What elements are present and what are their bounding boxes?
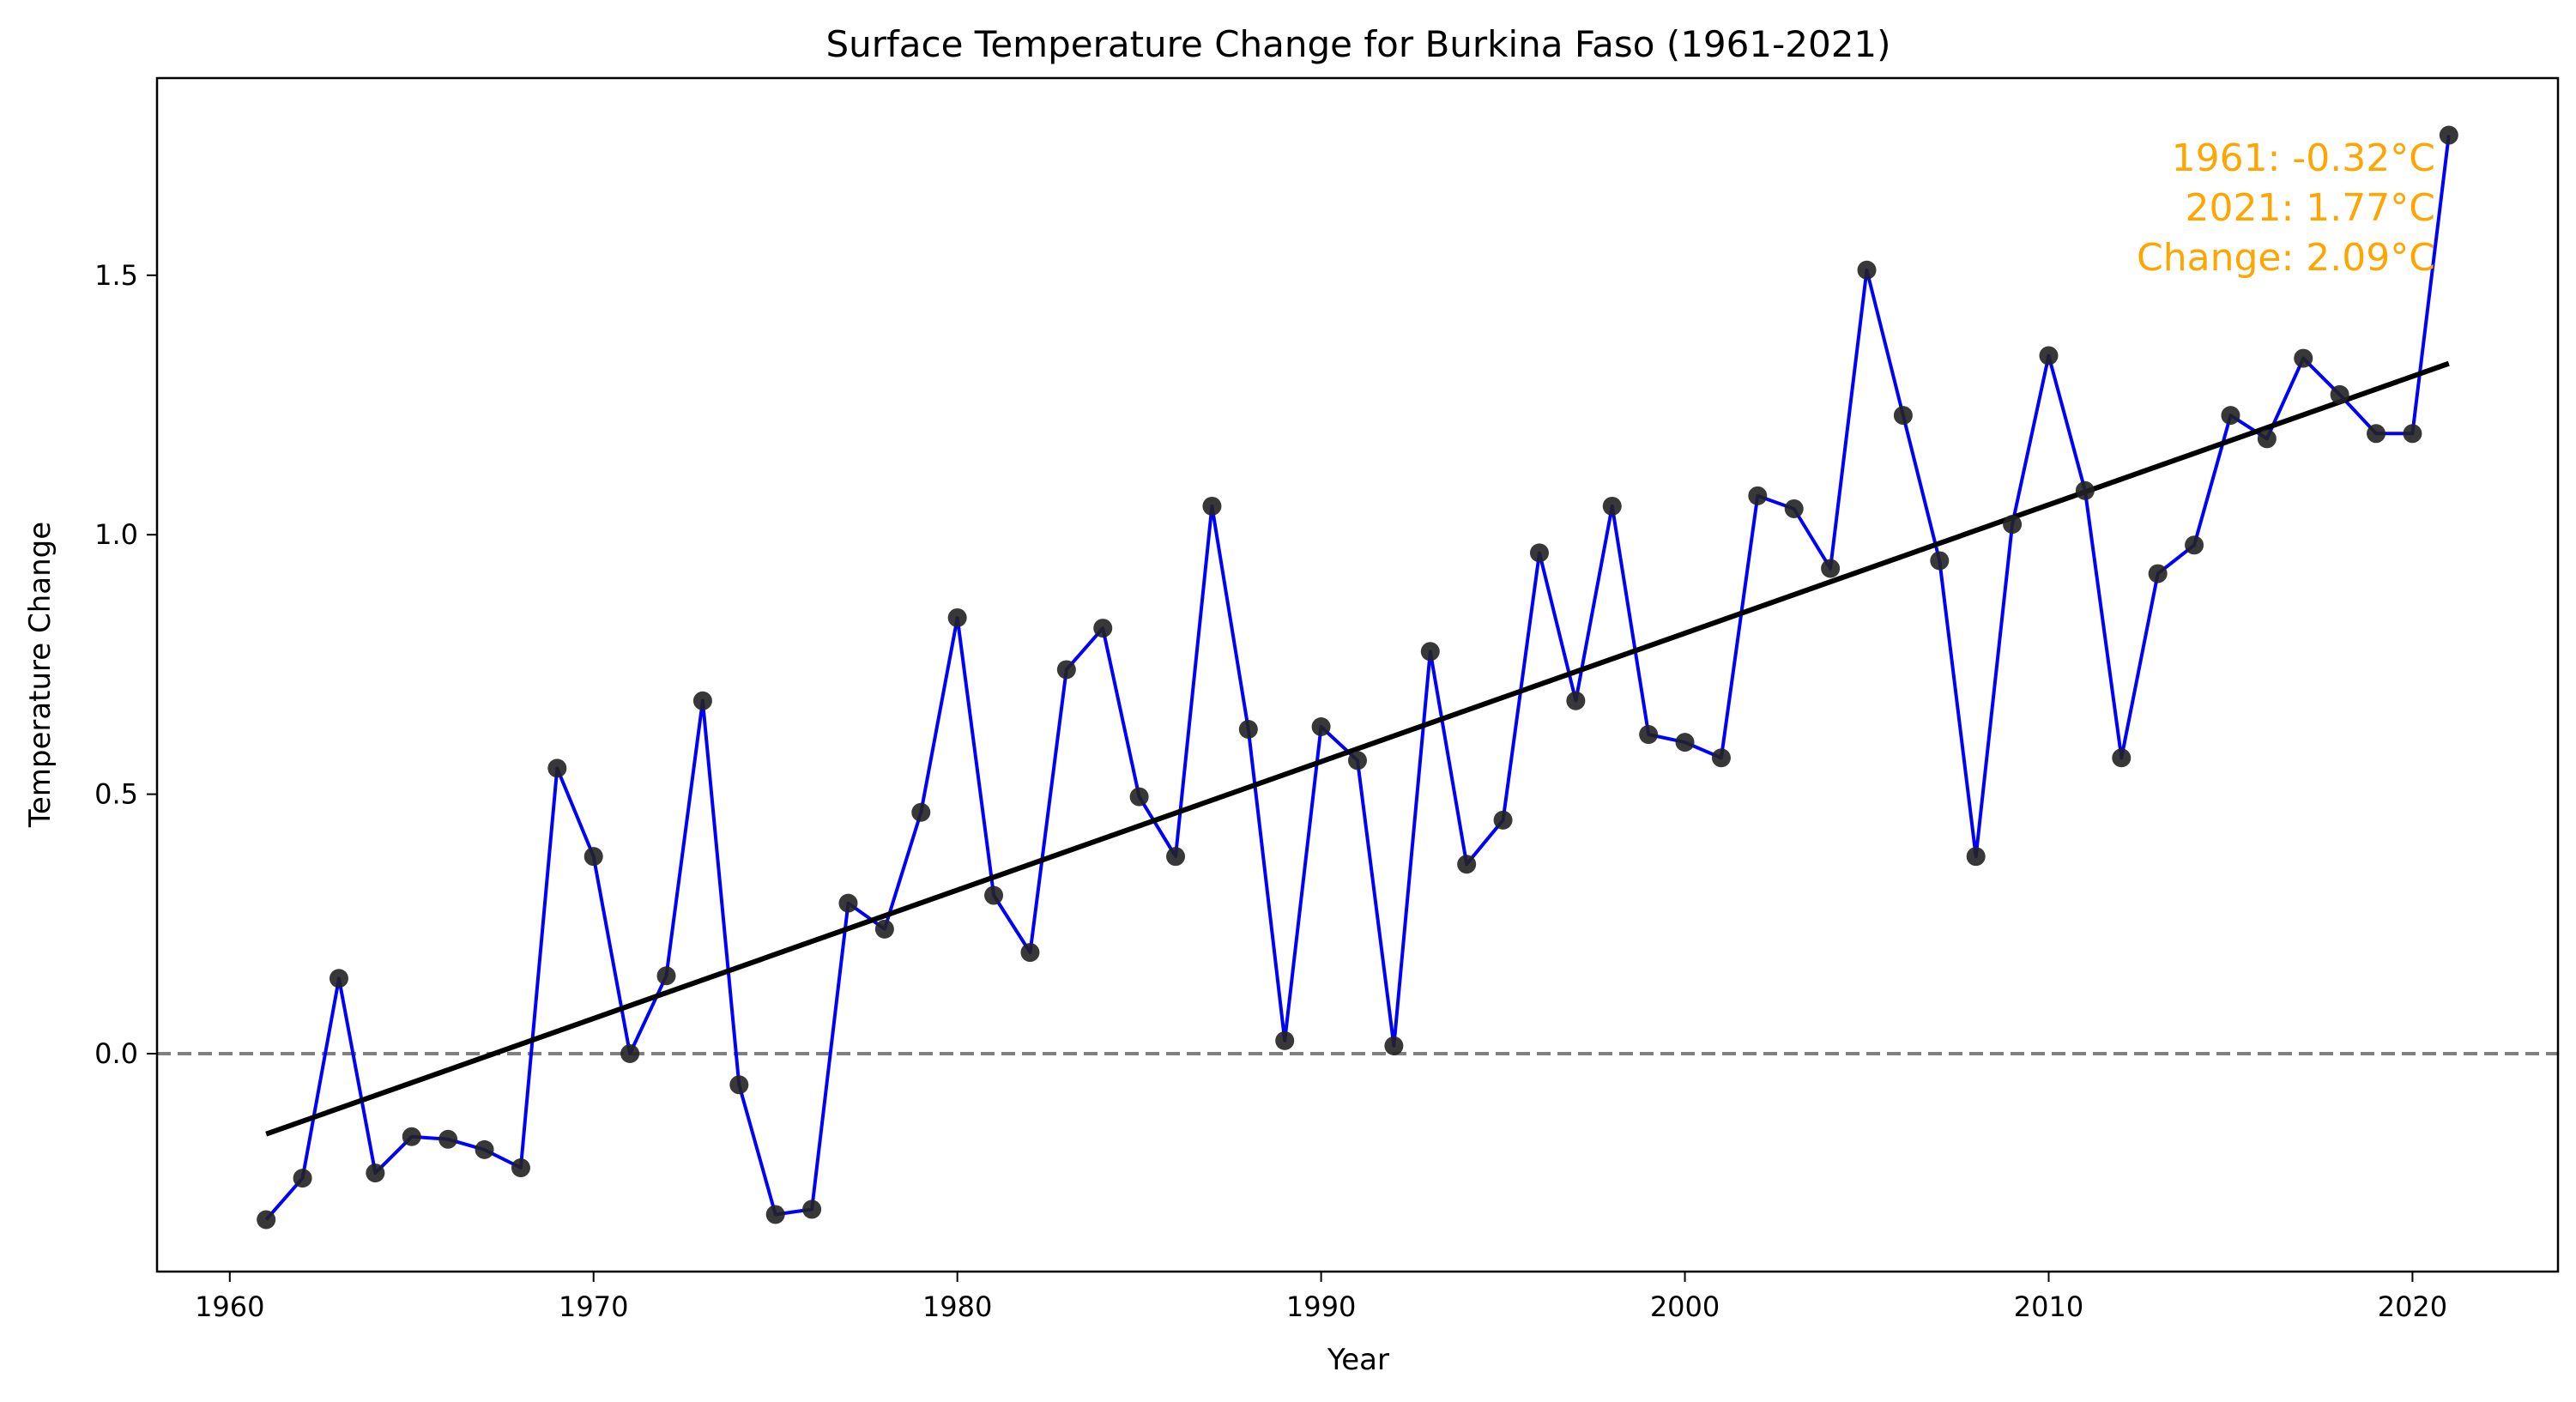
data-point-marker (1384, 1036, 1404, 1055)
data-point-marker (1602, 496, 1622, 516)
plot-area (157, 125, 2558, 1230)
data-point-marker (1457, 855, 1477, 874)
x-tick-label: 2020 (2378, 1290, 2447, 1323)
x-tick-label: 1980 (922, 1290, 992, 1323)
data-point-marker (911, 802, 931, 822)
data-point-marker (584, 847, 603, 867)
data-point-marker (1748, 486, 1768, 505)
data-point-marker (2039, 346, 2059, 366)
data-point-marker (475, 1139, 494, 1159)
data-point-marker (1966, 847, 1986, 867)
data-point-marker (1020, 943, 1040, 963)
annotation-line: Change: 2.09°C (2137, 236, 2435, 280)
data-point-marker (729, 1075, 749, 1095)
data-point-marker (366, 1163, 385, 1183)
data-point-marker (293, 1169, 312, 1188)
annotation-line: 2021: 1.77°C (2186, 186, 2435, 230)
y-tick-label: 0.0 (94, 1037, 138, 1070)
data-point-marker (1420, 642, 1440, 662)
data-point-marker (1711, 748, 1731, 768)
annotation-line: 1961: -0.32°C (2172, 136, 2435, 180)
data-point-marker (402, 1127, 421, 1146)
data-point-marker (1493, 810, 1513, 830)
x-tick-label: 1990 (1286, 1290, 1356, 1323)
data-point-marker (1529, 543, 1549, 563)
axes-frame (155, 76, 2560, 1273)
data-point-marker (2257, 429, 2277, 449)
data-point-marker (1893, 406, 1913, 426)
data-point-marker (1238, 720, 1258, 740)
data-point-marker (1639, 725, 1659, 745)
data-point-marker (765, 1205, 785, 1224)
data-point-marker (2367, 424, 2386, 444)
data-point-marker (1857, 260, 1877, 280)
data-point-marker (1821, 559, 1841, 578)
data-point-marker (1348, 751, 1367, 770)
data-point-marker (1166, 847, 1186, 867)
data-point-marker (656, 966, 676, 986)
data-point-marker (547, 758, 567, 778)
data-point-marker (2330, 384, 2349, 404)
data-point-marker (2003, 515, 2023, 535)
y-tick-label: 1.0 (94, 518, 138, 551)
data-point-marker (1675, 733, 1695, 752)
data-point-marker (257, 1210, 276, 1230)
data-point-marker (1202, 496, 1222, 516)
x-tick-label: 1960 (195, 1290, 264, 1323)
x-axis-label: Year (1327, 1343, 1389, 1377)
data-point-marker (438, 1129, 458, 1149)
data-point-marker (329, 969, 348, 988)
data-point-marker (984, 885, 1004, 905)
data-point-marker (2148, 564, 2168, 583)
data-point-marker (874, 919, 894, 939)
x-tick-label: 1970 (559, 1290, 628, 1323)
data-point-marker (620, 1043, 640, 1063)
data-point-marker (1311, 716, 1331, 736)
data-point-marker (1784, 499, 1804, 518)
y-axis-label: Temperature Change (23, 522, 57, 828)
data-point-marker (802, 1200, 822, 1219)
data-point-marker (2112, 748, 2132, 768)
data-point-marker (1566, 691, 1586, 710)
data-point-marker (2075, 480, 2095, 500)
y-tick-label: 1.5 (94, 259, 138, 292)
data-point-marker (1275, 1030, 1295, 1050)
x-tick-label: 2000 (1650, 1290, 1720, 1323)
data-point-marker (838, 893, 858, 913)
change-annotation: 1961: -0.32°C 2021: 1.77°C Change: 2.09°C (2137, 136, 2435, 280)
data-point-marker (1093, 619, 1113, 638)
data-point-marker (2221, 406, 2240, 426)
axis-ticks: 1960 1970 1980 1990 2000 2010 2020 0.0 0.5 1.0 1.5 (94, 259, 2447, 1323)
data-point-marker (2439, 125, 2458, 145)
x-tick-label: 2010 (2014, 1290, 2083, 1323)
y-tick-label: 0.5 (94, 778, 138, 811)
data-point-marker (511, 1158, 530, 1178)
data-point-marker (2403, 424, 2422, 444)
data-point-marker (1056, 660, 1076, 680)
chart-title: Surface Temperature Change for Burkina F… (825, 23, 1890, 65)
data-point-marker (1129, 787, 1149, 807)
data-point-marker (2294, 348, 2313, 368)
data-point-marker (1930, 551, 1950, 571)
data-point-marker (947, 607, 967, 627)
data-point-marker (2185, 535, 2204, 555)
data-point-marker (692, 691, 712, 710)
